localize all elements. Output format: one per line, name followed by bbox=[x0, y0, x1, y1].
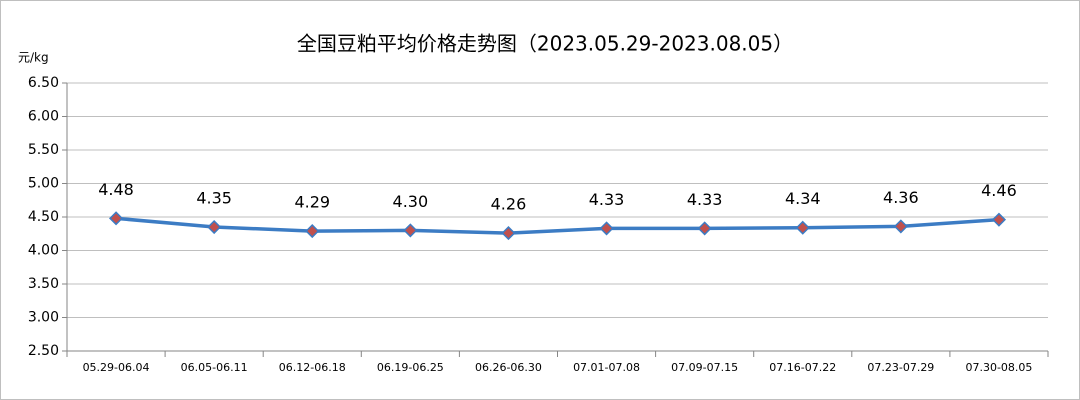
data-label: 4.36 bbox=[883, 188, 919, 207]
data-point bbox=[108, 211, 124, 226]
y-tick-label: 6.50 bbox=[28, 75, 59, 91]
data-label: 4.48 bbox=[98, 180, 134, 199]
y-tick-label: 4.50 bbox=[28, 209, 59, 225]
data-label: 4.33 bbox=[589, 190, 625, 209]
data-point bbox=[795, 220, 810, 235]
series-line bbox=[115, 216, 1000, 235]
data-label: 4.26 bbox=[491, 195, 527, 214]
x-tick-label: 07.09-07.15 bbox=[671, 361, 738, 374]
x-tick-label: 07.16-07.22 bbox=[769, 361, 836, 374]
y-tick-label: 5.50 bbox=[28, 142, 59, 158]
y-tick-label: 4.00 bbox=[28, 243, 59, 259]
data-point bbox=[207, 219, 222, 235]
y-axis-label: 元/kg bbox=[18, 51, 49, 65]
data-label: 4.33 bbox=[687, 190, 723, 209]
data-label: 4.46 bbox=[981, 181, 1017, 200]
x-tick-label: 06.26-06.30 bbox=[475, 361, 542, 374]
data-label: 4.35 bbox=[196, 189, 232, 208]
x-tick-label: 07.30-08.05 bbox=[965, 361, 1032, 374]
x-tick-label: 06.19-06.25 bbox=[377, 361, 444, 374]
data-point bbox=[599, 221, 614, 236]
data-point bbox=[501, 226, 516, 241]
data-point bbox=[697, 221, 712, 236]
data-point bbox=[991, 212, 1007, 227]
data-label: 4.29 bbox=[294, 193, 330, 212]
data-point bbox=[893, 219, 908, 234]
y-tick-label: 5.00 bbox=[28, 176, 59, 192]
x-tick-label: 05.29-06.04 bbox=[83, 361, 150, 374]
data-point bbox=[305, 224, 320, 239]
data-label: 4.30 bbox=[393, 192, 429, 211]
x-tick-label: 06.05-06.11 bbox=[181, 361, 248, 374]
y-tick-label: 6.00 bbox=[28, 109, 59, 125]
x-tick-label: 07.23-07.29 bbox=[867, 361, 934, 374]
x-tick-label: 06.12-06.18 bbox=[279, 361, 346, 374]
y-tick-label: 2.50 bbox=[28, 343, 59, 359]
data-point bbox=[403, 223, 418, 238]
y-tick-label: 3.00 bbox=[28, 310, 59, 326]
chart-title: 全国豆粕平均价格走势图（2023.05.29-2023.08.05） bbox=[297, 32, 793, 56]
y-tick-label: 3.50 bbox=[28, 276, 59, 292]
x-tick-label: 07.01-07.08 bbox=[573, 361, 640, 374]
data-label: 4.34 bbox=[785, 189, 821, 208]
